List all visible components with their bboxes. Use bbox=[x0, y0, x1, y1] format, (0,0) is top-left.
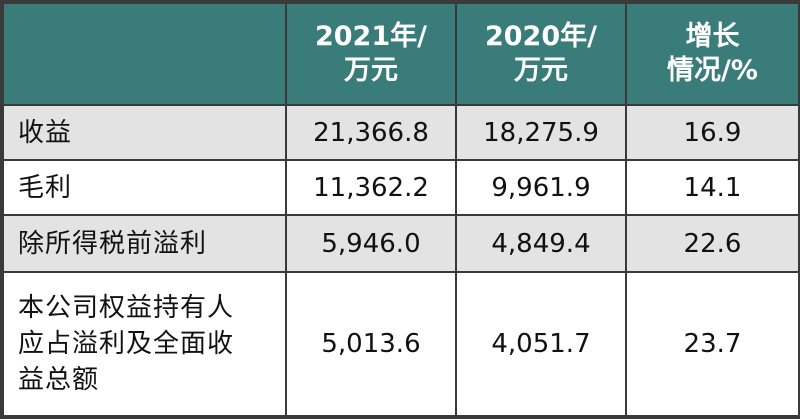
table-row-attributable-profit: 本公司权益持有人 应占溢利及全面收 益总额 5,013.6 4,051.7 23… bbox=[2, 271, 800, 417]
row-label-gross-profit: 毛利 bbox=[2, 159, 287, 217]
header-2020-line1: 2020年/ bbox=[484, 21, 597, 52]
row-label-attributable-profit-line3: 益总额 bbox=[18, 365, 100, 396]
table-row-revenue: 收益 21,366.8 18,275.9 16.9 bbox=[2, 103, 800, 162]
row-label-revenue: 收益 bbox=[2, 103, 287, 162]
cell-profit-before-tax-growth: 22.6 bbox=[625, 214, 800, 274]
table-header-row: 2021年/ 万元 2020年/ 万元 增长 情况/% bbox=[2, 2, 800, 106]
cell-gross-profit-growth: 14.1 bbox=[625, 159, 800, 217]
header-2021-line2: 万元 bbox=[344, 55, 398, 86]
cell-profit-before-tax-2021: 5,946.0 bbox=[285, 214, 457, 274]
cell-profit-before-tax-2020: 4,849.4 bbox=[455, 214, 627, 274]
header-2020: 2020年/ 万元 bbox=[455, 2, 627, 106]
table-row-gross-profit: 毛利 11,362.2 9,961.9 14.1 bbox=[2, 159, 800, 217]
cell-revenue-growth: 16.9 bbox=[625, 103, 800, 162]
header-2021-line1: 2021年/ bbox=[314, 21, 427, 52]
header-growth-line2: 情况/% bbox=[667, 55, 758, 86]
row-label-attributable-profit: 本公司权益持有人 应占溢利及全面收 益总额 bbox=[2, 271, 287, 417]
table-row-profit-before-tax: 除所得税前溢利 5,946.0 4,849.4 22.6 bbox=[2, 214, 800, 274]
cell-attributable-profit-growth: 23.7 bbox=[625, 271, 800, 417]
cell-gross-profit-2021: 11,362.2 bbox=[285, 159, 457, 217]
cell-attributable-profit-2020: 4,051.7 bbox=[455, 271, 627, 417]
header-2021: 2021年/ 万元 bbox=[285, 2, 457, 106]
cell-gross-profit-2020: 9,961.9 bbox=[455, 159, 627, 217]
cell-revenue-2020: 18,275.9 bbox=[455, 103, 627, 162]
header-growth-line1: 增长 bbox=[685, 21, 740, 52]
cell-attributable-profit-2021: 5,013.6 bbox=[285, 271, 457, 417]
row-label-profit-before-tax: 除所得税前溢利 bbox=[2, 214, 287, 274]
header-2020-line2: 万元 bbox=[514, 55, 568, 86]
row-label-attributable-profit-line2: 应占溢利及全面收 bbox=[18, 329, 235, 360]
header-growth: 增长 情况/% bbox=[625, 2, 800, 106]
header-empty-cell bbox=[2, 2, 287, 106]
cell-revenue-2021: 21,366.8 bbox=[285, 103, 457, 162]
row-label-attributable-profit-line1: 本公司权益持有人 bbox=[18, 293, 235, 324]
